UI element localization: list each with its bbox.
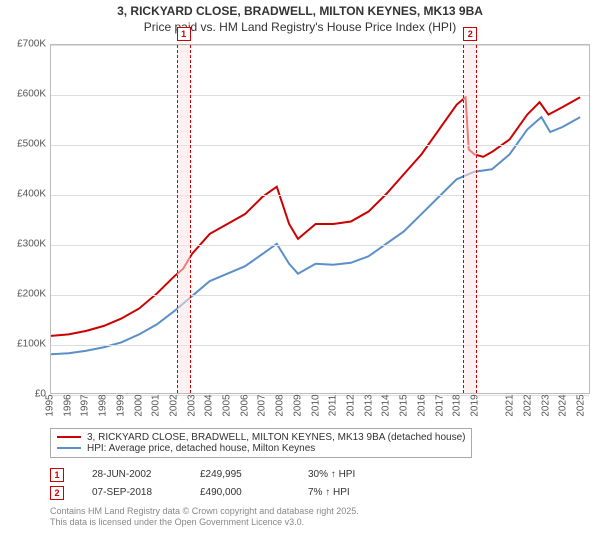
legend-item: 3, RICKYARD CLOSE, BRADWELL, MILTON KEYN… — [57, 432, 465, 443]
series-hpi — [51, 117, 580, 354]
footer-attribution: Contains HM Land Registry data © Crown c… — [50, 506, 592, 529]
sales-table: 1 28-JUN-2002 £249,995 30% ↑ HPI 2 07-SE… — [50, 468, 592, 500]
x-axis-label: 2007 — [257, 394, 268, 416]
sale-date: 28-JUN-2002 — [92, 469, 172, 480]
legend-label: HPI: Average price, detached house, Milt… — [87, 443, 315, 454]
x-axis-label: 2004 — [204, 394, 215, 416]
legend: 3, RICKYARD CLOSE, BRADWELL, MILTON KEYN… — [50, 428, 472, 458]
sale-row: 2 07-SEP-2018 £490,000 7% ↑ HPI — [50, 486, 592, 500]
x-axis-label: 2015 — [399, 394, 410, 416]
x-axis-label: 2023 — [540, 394, 551, 416]
chart-title-line1: 3, RICKYARD CLOSE, BRADWELL, MILTON KEYN… — [8, 4, 592, 20]
sale-marker-column: 2 — [463, 45, 477, 393]
chart-title-line2: Price paid vs. HM Land Registry's House … — [8, 20, 592, 34]
x-axis-label: 2016 — [416, 394, 427, 416]
sale-delta: 7% ↑ HPI — [308, 487, 388, 498]
y-axis-label: £400K — [17, 188, 46, 199]
x-axis-label: 1998 — [98, 394, 109, 416]
x-axis-label: 2018 — [452, 394, 463, 416]
x-axis-label: 2019 — [469, 394, 480, 416]
x-axis-label: 2021 — [505, 394, 516, 416]
sale-marker-badge: 1 — [177, 27, 191, 41]
x-axis-label: 2000 — [133, 394, 144, 416]
x-axis-label: 2022 — [523, 394, 534, 416]
x-axis-label: 2001 — [151, 394, 162, 416]
y-axis-label: £500K — [17, 138, 46, 149]
y-axis-label: £600K — [17, 88, 46, 99]
series-price_paid — [51, 97, 580, 336]
x-axis-label: 2006 — [239, 394, 250, 416]
x-axis-label: 1999 — [115, 394, 126, 416]
plot-area: 12 — [50, 44, 590, 394]
x-axis-label: 2025 — [576, 394, 587, 416]
sale-price: £249,995 — [200, 469, 280, 480]
legend-swatch — [57, 447, 81, 449]
x-axis-label: 2012 — [345, 394, 356, 416]
x-axis-label: 1997 — [80, 394, 91, 416]
footer-line2: This data is licensed under the Open Gov… — [50, 517, 592, 529]
sale-row: 1 28-JUN-2002 £249,995 30% ↑ HPI — [50, 468, 592, 482]
y-axis-label: £300K — [17, 238, 46, 249]
x-axis-label: 2013 — [363, 394, 374, 416]
x-axis-label: 2014 — [381, 394, 392, 416]
legend-item: HPI: Average price, detached house, Milt… — [57, 443, 465, 454]
y-axis-label: £700K — [17, 38, 46, 49]
sale-delta: 30% ↑ HPI — [308, 469, 388, 480]
y-axis-label: £200K — [17, 288, 46, 299]
line-series-svg — [51, 45, 589, 393]
sale-price: £490,000 — [200, 487, 280, 498]
x-axis-label: 1995 — [45, 394, 56, 416]
sale-marker-badge: 2 — [463, 27, 477, 41]
sale-date: 07-SEP-2018 — [92, 487, 172, 498]
x-axis-label: 2002 — [168, 394, 179, 416]
y-axis-label: £100K — [17, 338, 46, 349]
x-axis-label: 2024 — [558, 394, 569, 416]
sale-marker-column: 1 — [177, 45, 191, 393]
chart-container: 3, RICKYARD CLOSE, BRADWELL, MILTON KEYN… — [0, 0, 600, 560]
x-axis-label: 2011 — [328, 394, 339, 416]
x-axis-label: 2010 — [310, 394, 321, 416]
legend-swatch — [57, 436, 81, 438]
x-axis-label: 2009 — [292, 394, 303, 416]
x-axis-label: 2005 — [222, 394, 233, 416]
x-axis-label: 2017 — [434, 394, 445, 416]
footer-line1: Contains HM Land Registry data © Crown c… — [50, 506, 592, 518]
sale-marker-badge: 1 — [50, 468, 64, 482]
sale-marker-badge: 2 — [50, 486, 64, 500]
x-axis-label: 1996 — [62, 394, 73, 416]
legend-label: 3, RICKYARD CLOSE, BRADWELL, MILTON KEYN… — [87, 432, 465, 443]
chart-area: 12 £0£100K£200K£300K£400K£500K£600K£700K… — [8, 40, 592, 420]
x-axis-label: 2008 — [275, 394, 286, 416]
x-axis-label: 2003 — [186, 394, 197, 416]
